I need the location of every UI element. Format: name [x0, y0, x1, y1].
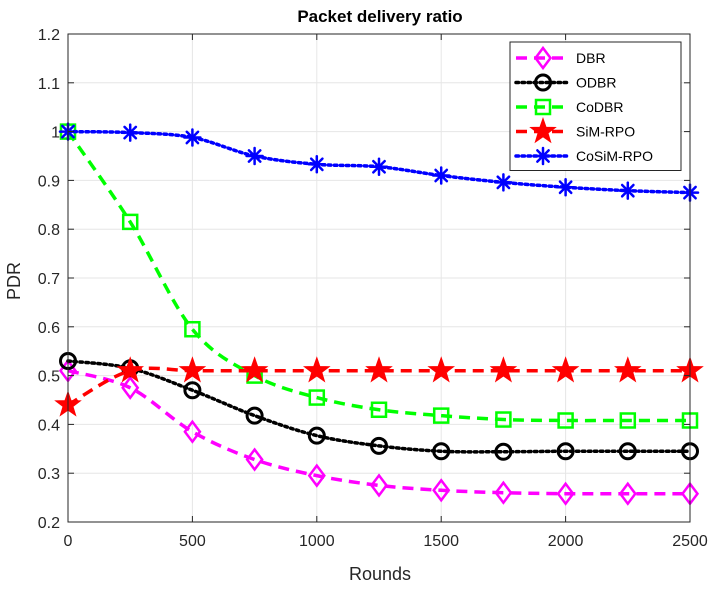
y-tick-label: 0.3 [38, 466, 60, 483]
data-point [551, 356, 580, 383]
legend-label: CoDBR [576, 99, 623, 115]
series-cosim-rpo [58, 122, 700, 202]
data-point [245, 447, 264, 472]
series-line [66, 359, 692, 454]
legend-label: SiM-RPO [576, 124, 635, 140]
data-point [556, 481, 575, 506]
legend-item: CoSiM-RPO [514, 146, 653, 166]
data-point [369, 157, 389, 176]
legend-marker [533, 146, 553, 166]
x-tick-label: 1500 [423, 533, 459, 550]
data-point [183, 419, 202, 444]
data-point [494, 173, 513, 192]
data-point [121, 375, 140, 400]
data-point [618, 181, 638, 200]
y-tick-label: 0.4 [38, 417, 60, 434]
legend-marker [533, 45, 553, 71]
data-point [183, 381, 202, 400]
y-tick-label: 1 [51, 125, 60, 142]
data-point [370, 436, 388, 455]
x-tick-label: 2500 [672, 533, 708, 550]
legend-item: CoDBR [516, 98, 623, 116]
data-point [618, 442, 637, 461]
data-point [618, 481, 637, 506]
y-tick-label: 0.8 [38, 222, 60, 239]
y-tick-label: 1.2 [38, 27, 60, 44]
y-tick-label: 0.2 [38, 515, 60, 532]
ticks: 0 500 1000 1500 2000 2500 0.2 0.3 0.4 0.5 0.6 0.7 0.… [38, 27, 708, 550]
data-point [613, 356, 642, 383]
data-point [556, 442, 575, 461]
data-point [556, 177, 575, 197]
data-point [308, 389, 326, 406]
data-point [489, 356, 518, 383]
x-axis-label: Rounds [349, 564, 411, 584]
data-point [494, 480, 513, 505]
legend-label: ODBR [576, 75, 616, 91]
data-point [431, 166, 451, 185]
series-line [67, 366, 690, 407]
x-tick-label: 2000 [548, 533, 584, 550]
y-axis-label: PDR [4, 262, 24, 300]
data-point [307, 155, 327, 174]
x-tick-label: 1000 [299, 533, 335, 550]
data-point [120, 123, 140, 142]
legend-marker [534, 98, 552, 116]
data-point [245, 146, 264, 166]
data-point [178, 356, 207, 383]
data-point [432, 478, 451, 503]
series-layer [54, 122, 704, 506]
data-point [494, 442, 513, 461]
legend-label: CoSiM-RPO [576, 148, 653, 164]
data-point [427, 356, 456, 383]
legend-marker [534, 73, 552, 92]
data-point [370, 401, 388, 419]
x-tick-label: 500 [179, 533, 206, 550]
data-point [307, 426, 326, 445]
data-point [432, 407, 450, 424]
data-point [245, 406, 264, 425]
data-point [116, 356, 145, 383]
x-tick-label: 0 [64, 533, 73, 550]
y-tick-label: 0.9 [38, 173, 60, 190]
legend-item: DBR [516, 45, 606, 71]
data-point [432, 442, 451, 461]
data-point [184, 320, 201, 338]
legend-marker [529, 116, 557, 144]
data-point [302, 356, 331, 383]
data-point [240, 356, 269, 383]
data-point [183, 128, 202, 147]
y-tick-label: 0.5 [38, 369, 60, 386]
data-point [365, 356, 393, 383]
legend-item: SiM-RPO [516, 116, 635, 144]
y-tick-label: 1.1 [38, 76, 60, 93]
data-point [307, 463, 326, 488]
data-point [495, 411, 512, 428]
data-point [121, 213, 139, 231]
data-point [619, 412, 637, 429]
legend: DBR ODBR CoDBR SiM-RPO CoSiM-RPO [509, 41, 682, 171]
y-tick-label: 0.6 [38, 320, 60, 337]
data-point [557, 412, 574, 429]
chart-title: Packet delivery ratio [297, 7, 462, 26]
legend-item: ODBR [514, 73, 616, 92]
data-point [369, 473, 389, 498]
legend-label: DBR [576, 50, 606, 66]
y-tick-label: 0.7 [38, 271, 60, 288]
